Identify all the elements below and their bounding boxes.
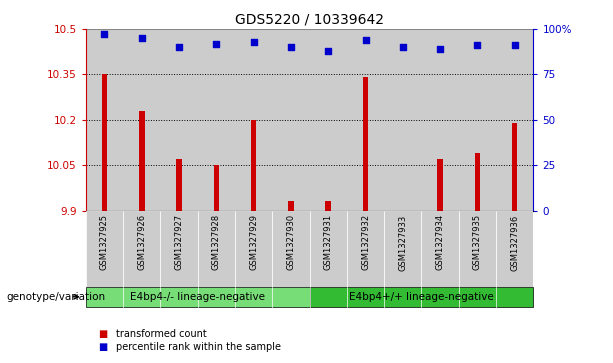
Bar <box>437 159 443 211</box>
Text: GSM1327933: GSM1327933 <box>398 214 407 270</box>
Text: percentile rank within the sample: percentile rank within the sample <box>116 342 281 352</box>
Point <box>211 41 221 46</box>
Point <box>99 32 109 37</box>
Text: GSM1327927: GSM1327927 <box>175 214 183 270</box>
Bar <box>347 211 384 287</box>
Text: GSM1327935: GSM1327935 <box>473 214 482 270</box>
Bar <box>86 29 123 211</box>
Text: GSM1327926: GSM1327926 <box>137 214 147 270</box>
Bar <box>421 211 459 287</box>
Text: ■: ■ <box>98 329 107 339</box>
Bar <box>123 211 161 287</box>
Bar <box>235 29 272 211</box>
Bar <box>310 211 347 287</box>
Point <box>435 46 445 52</box>
Text: GSM1327931: GSM1327931 <box>324 214 333 270</box>
Point <box>510 42 520 48</box>
Bar <box>102 74 107 211</box>
Text: genotype/variation: genotype/variation <box>6 292 105 302</box>
Text: E4bp4+/+ lineage-negative: E4bp4+/+ lineage-negative <box>349 292 494 302</box>
Bar <box>272 29 310 211</box>
Text: GSM1327929: GSM1327929 <box>249 214 258 270</box>
Text: E4bp4-/- lineage-negative: E4bp4-/- lineage-negative <box>130 292 265 302</box>
Text: GSM1327934: GSM1327934 <box>436 214 444 270</box>
Bar <box>459 29 496 211</box>
Bar <box>272 211 310 287</box>
Bar <box>177 159 182 211</box>
Text: GSM1327930: GSM1327930 <box>286 214 295 270</box>
Bar <box>235 211 272 287</box>
Point <box>398 44 408 50</box>
Bar <box>213 165 219 211</box>
Bar <box>474 153 480 211</box>
Bar <box>384 211 421 287</box>
Bar <box>310 29 347 211</box>
Bar <box>123 29 161 211</box>
Point <box>323 48 333 54</box>
Bar <box>161 29 197 211</box>
Bar <box>197 29 235 211</box>
Point <box>174 44 184 50</box>
Bar <box>197 211 235 287</box>
Point <box>360 37 370 43</box>
Bar <box>86 211 123 287</box>
Text: GSM1327925: GSM1327925 <box>100 214 109 270</box>
Point <box>473 42 482 48</box>
Bar <box>363 77 368 211</box>
Text: GSM1327928: GSM1327928 <box>212 214 221 270</box>
Point <box>249 39 259 45</box>
Point <box>137 35 147 41</box>
Bar <box>459 211 496 287</box>
Bar <box>288 201 294 211</box>
Bar <box>326 201 331 211</box>
Bar <box>251 120 256 211</box>
Text: transformed count: transformed count <box>116 329 207 339</box>
Bar <box>384 29 421 211</box>
Bar <box>496 211 533 287</box>
Title: GDS5220 / 10339642: GDS5220 / 10339642 <box>235 12 384 26</box>
Text: GSM1327932: GSM1327932 <box>361 214 370 270</box>
Bar <box>512 123 517 211</box>
Text: GSM1327936: GSM1327936 <box>510 214 519 270</box>
Bar <box>421 29 459 211</box>
Bar <box>139 111 145 211</box>
Text: ■: ■ <box>98 342 107 352</box>
Bar <box>347 29 384 211</box>
Point <box>286 44 296 50</box>
Bar <box>496 29 533 211</box>
Bar <box>161 211 197 287</box>
